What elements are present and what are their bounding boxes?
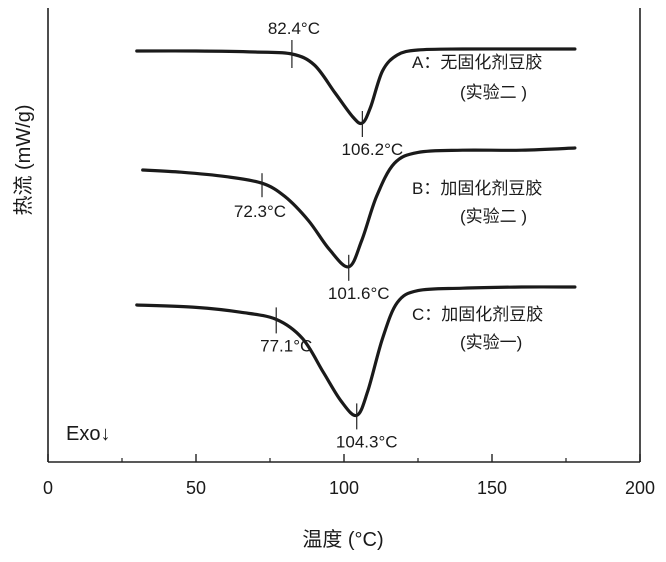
- annotation-label: 82.4°C: [268, 19, 320, 38]
- annotation-label: 101.6°C: [328, 284, 390, 303]
- series-label-b: B：加固化剂豆胶: [412, 179, 542, 198]
- x-axis-title: 温度 (°C): [302, 528, 383, 551]
- annotation-label: 106.2°C: [342, 140, 404, 159]
- plot-frame: [48, 8, 640, 462]
- x-tick-label: 200: [625, 478, 655, 498]
- series-labels: A：无固化剂豆胶 (实验二 ) B：加固化剂豆胶 (实验二 ) C：加固化剂豆胶 (实验一…: [412, 53, 543, 352]
- series-label-a: A：无固化剂豆胶: [412, 53, 542, 72]
- exo-label: Exo↓: [66, 423, 110, 445]
- x-tick-label: 150: [477, 478, 507, 498]
- x-tick-label: 50: [186, 478, 206, 498]
- annotation-label: 104.3°C: [336, 432, 398, 451]
- x-tick-label: 100: [329, 478, 359, 498]
- x-axis-ticks: 0 50 100 150 200: [43, 454, 655, 498]
- series-sublabel-c: (实验一): [460, 333, 522, 352]
- x-tick-label: 0: [43, 478, 53, 498]
- annotation-label: 72.3°C: [234, 202, 286, 221]
- y-axis-title: 热流 (mW/g): [12, 104, 35, 215]
- series-sublabel-a: (实验二 ): [460, 83, 527, 102]
- series-sublabel-b: (实验二 ): [460, 207, 527, 226]
- series-curves: [137, 49, 575, 416]
- annotation-label: 77.1°C: [260, 336, 312, 355]
- series-label-c: C：加固化剂豆胶: [412, 305, 543, 324]
